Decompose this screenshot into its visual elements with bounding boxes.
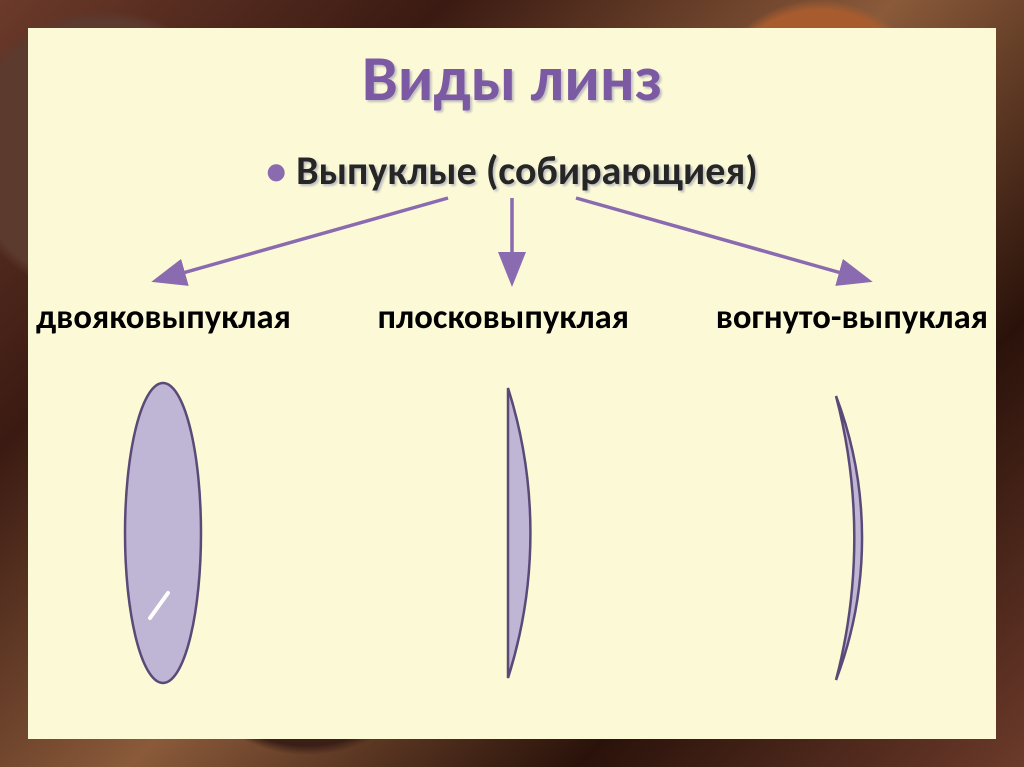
label-planoconvex: плосковыпуклая [378, 296, 630, 338]
label-biconvex: двояковыпуклая [36, 296, 291, 338]
label-concaveconvex: вогнуто-выпуклая [716, 296, 988, 338]
lens-shapes [28, 358, 996, 718]
lens-concaveconvex [836, 396, 862, 680]
slide-canvas: Виды линз •Выпуклые (собирающиея) двояко… [28, 28, 996, 739]
lens-svg [28, 358, 996, 718]
arrow-right [576, 198, 866, 280]
slide-frame: Виды линз •Выпуклые (собирающиея) двояко… [0, 0, 1024, 767]
lens-planoconvex [508, 388, 530, 678]
lens-type-labels: двояковыпуклая плосковыпуклая вогнуто-вы… [36, 296, 988, 338]
arrow-left [158, 198, 448, 280]
lens-biconvex [125, 383, 201, 683]
